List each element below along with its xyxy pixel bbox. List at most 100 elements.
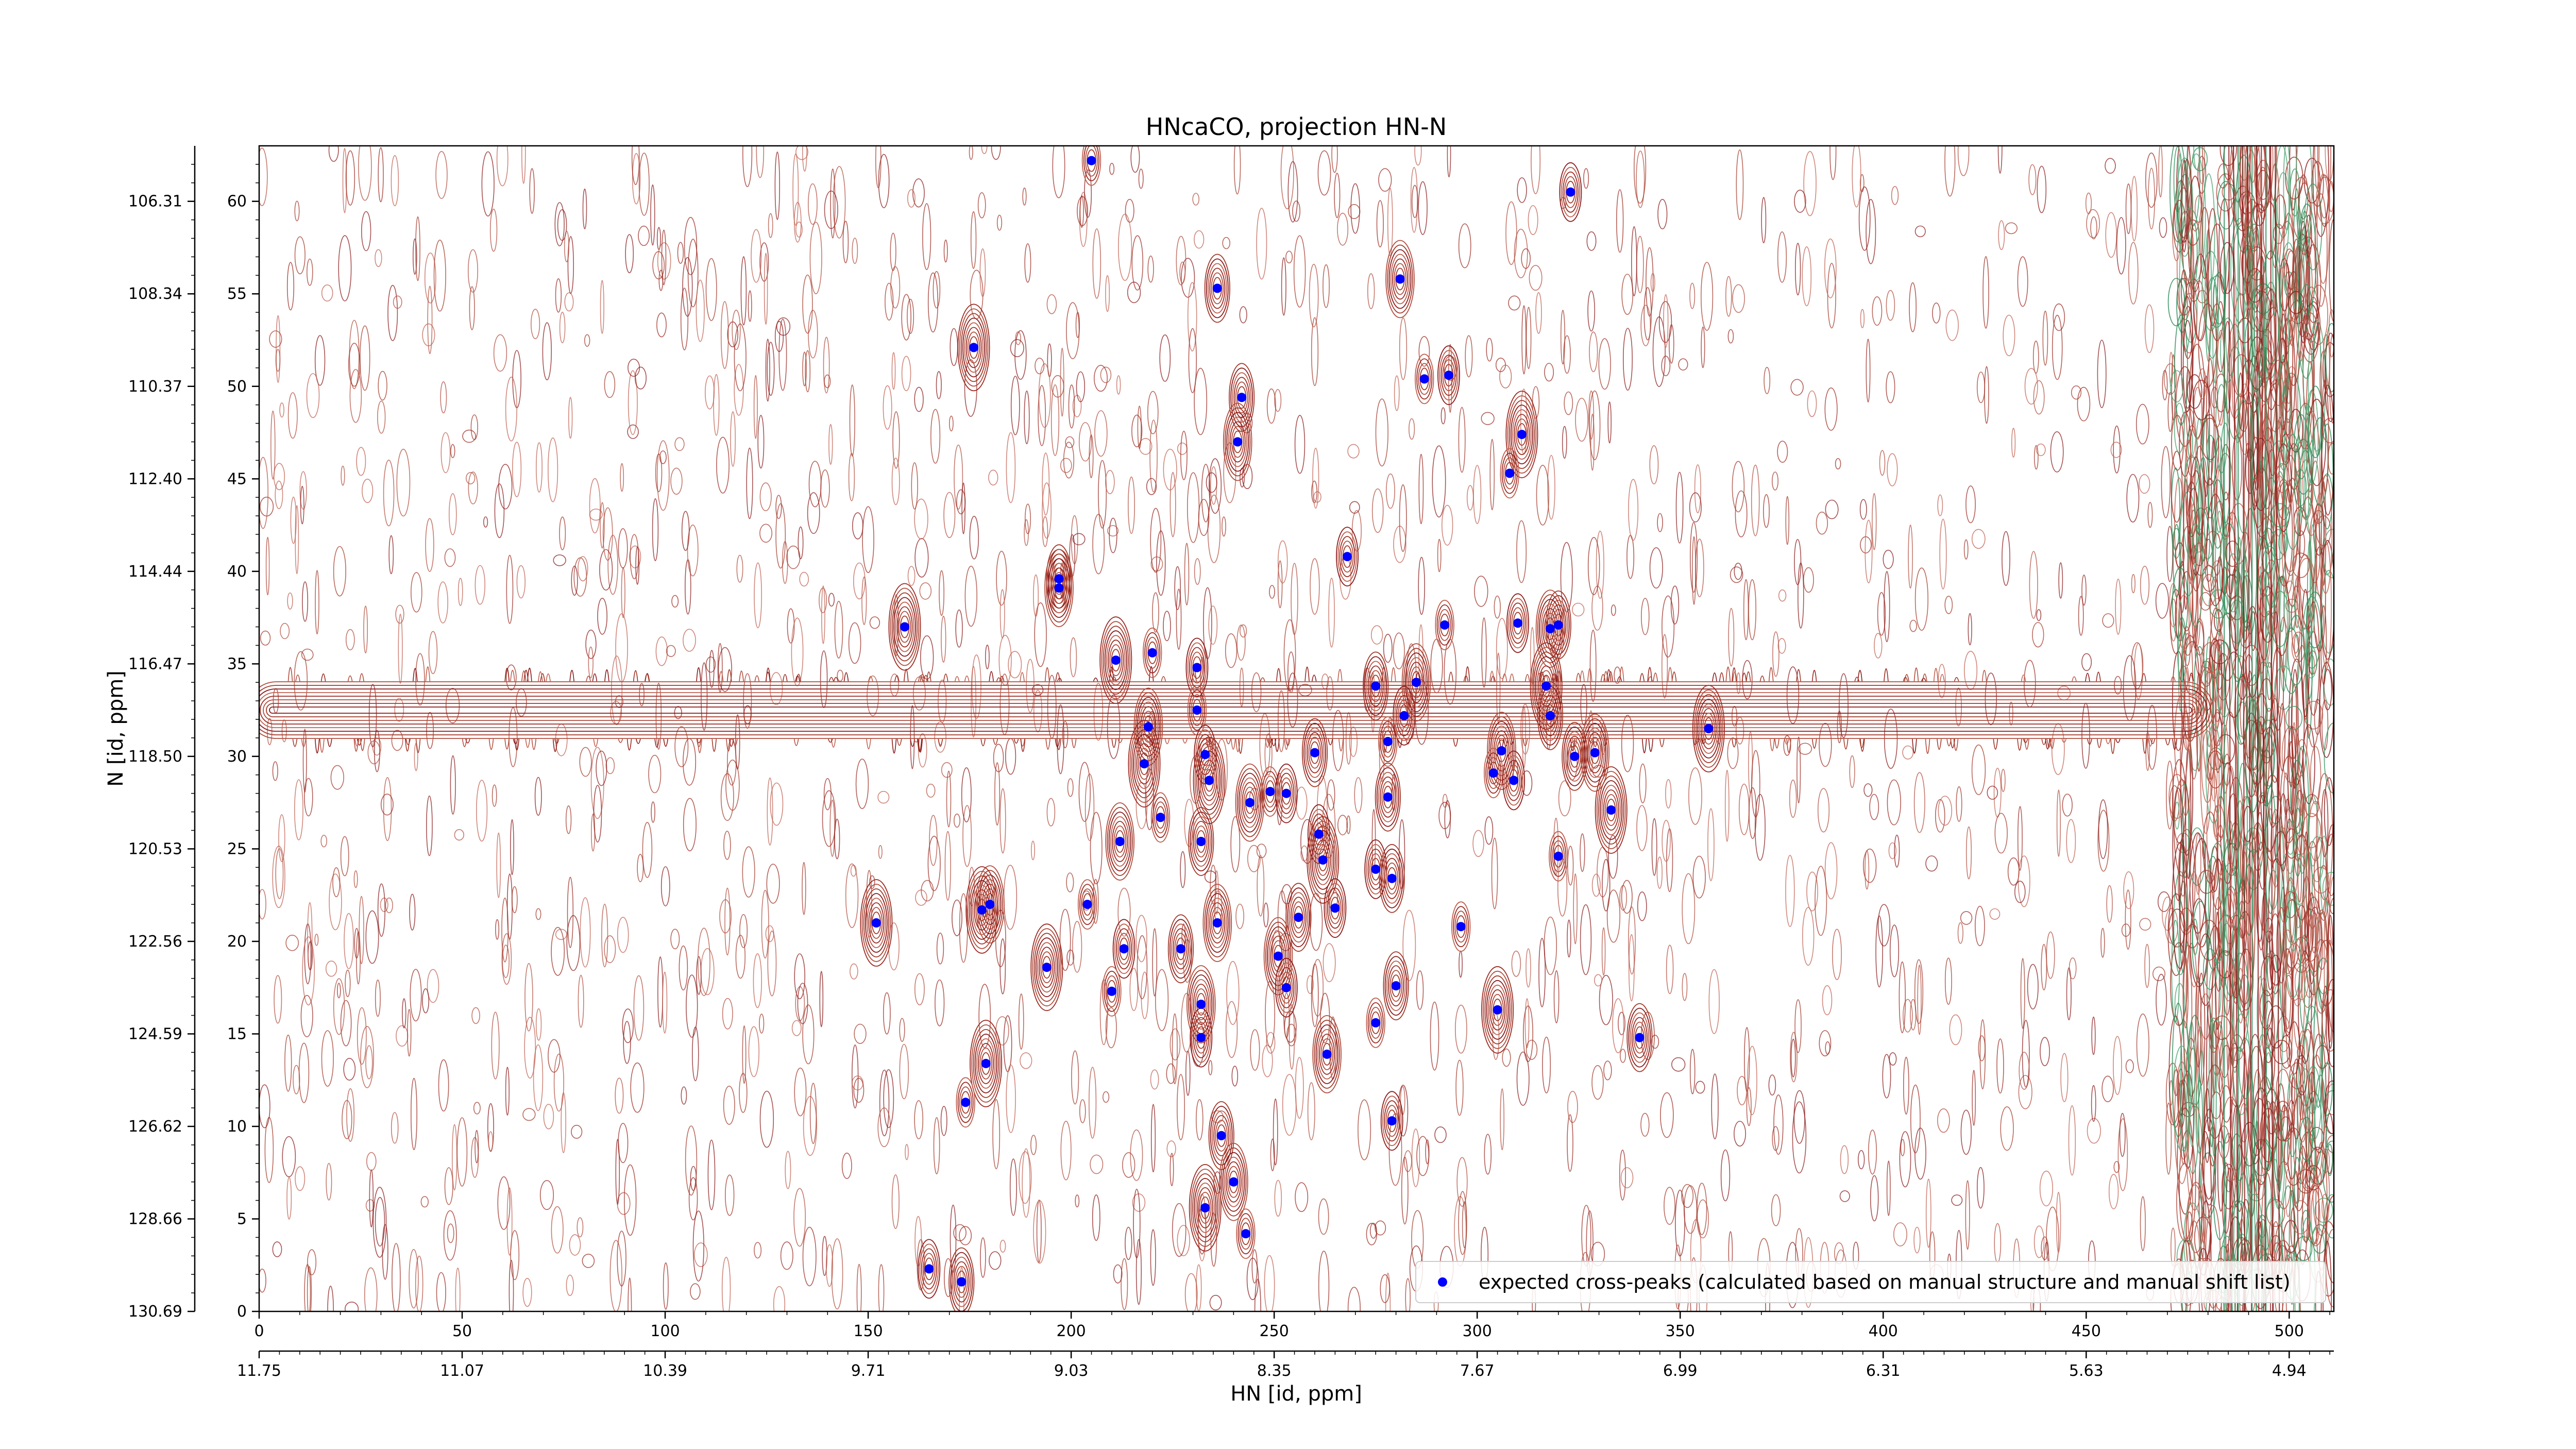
peak-marker-63 (1274, 951, 1283, 961)
y-index-tick-label-55: 55 (227, 285, 247, 303)
peak-marker-17 (1553, 620, 1563, 630)
peak-marker-45 (1156, 813, 1165, 822)
legend-marker (1438, 1277, 1447, 1287)
peak-marker-64 (1042, 963, 1052, 972)
peak-marker-29 (1704, 724, 1714, 733)
peak-marker-82 (957, 1277, 967, 1287)
x-ppm-tick-label-4.94: 4.94 (2272, 1362, 2307, 1380)
legend-box (1415, 1261, 2326, 1303)
y-ppm-tick-label-128.66: 128.66 (128, 1210, 182, 1228)
peak-marker-27 (1546, 711, 1555, 720)
peak-marker-21 (1192, 663, 1202, 672)
y-ppm-tick-label-110.37: 110.37 (128, 378, 182, 396)
peak-marker-51 (1371, 864, 1381, 874)
y-ppm-tick-label-122.56: 122.56 (128, 933, 182, 951)
peak-marker-26 (1399, 711, 1409, 720)
peak-marker-60 (1456, 922, 1466, 932)
x-index-tick-label-100: 100 (650, 1322, 680, 1340)
peak-marker-3 (1395, 274, 1405, 284)
y-ppm-tick-label-118.50: 118.50 (128, 748, 182, 766)
peak-marker-49 (1318, 855, 1328, 865)
y-ppm-tick-label-108.34: 108.34 (128, 285, 182, 303)
chart-title: HNcaCO, projection HN-N (1146, 113, 1447, 141)
peak-marker-6 (1444, 370, 1453, 380)
peak-marker-43 (1245, 798, 1255, 807)
x-ppm-tick-label-11.75: 11.75 (237, 1362, 281, 1380)
plot-frame (258, 145, 2335, 1312)
x-ppm-tick-label-6.31: 6.31 (1866, 1362, 1901, 1380)
x-ppm-tick-label-10.39: 10.39 (643, 1362, 687, 1380)
x-index-tick-label-200: 200 (1056, 1322, 1086, 1340)
y-ppm-tick-label-106.31: 106.31 (128, 193, 182, 211)
x-index-tick-label-400: 400 (1869, 1322, 1898, 1340)
peak-marker-30 (1383, 737, 1393, 747)
peak-marker-73 (1322, 1049, 1332, 1059)
peak-marker-66 (1281, 983, 1291, 992)
peak-marker-16 (1513, 618, 1522, 628)
x-index-tick-label-50: 50 (452, 1322, 472, 1340)
y-ppm-tick-label-114.44: 114.44 (128, 563, 182, 581)
y-ppm-tick-label-112.40: 112.40 (128, 470, 182, 488)
x-ppm-tick-label-5.63: 5.63 (2069, 1362, 2104, 1380)
y-ppm-axis: 130.69 128.66 126.62 124.59 122.56 120.53 118.… (128, 146, 196, 1321)
y-index-tick-label-50: 50 (227, 378, 247, 396)
peak-marker-11 (1343, 552, 1352, 562)
y-index-tick-label-45: 45 (227, 470, 247, 488)
peak-marker-18 (1546, 624, 1555, 634)
y-index-tick-label-5: 5 (237, 1210, 247, 1228)
peak-marker-80 (1241, 1229, 1250, 1239)
peak-marker-61 (1119, 944, 1129, 954)
peak-marker-25 (1192, 705, 1202, 715)
peak-marker-33 (1497, 746, 1506, 756)
peak-marker-8 (1233, 437, 1243, 447)
peak-marker-76 (1387, 1116, 1397, 1126)
peak-marker-20 (1147, 648, 1157, 658)
peak-marker-44 (1606, 805, 1616, 815)
x-index-tick-label-350: 350 (1666, 1322, 1695, 1340)
peak-marker-24 (1541, 681, 1551, 691)
y-index-tick-label-20: 20 (227, 933, 247, 951)
peak-marker-31 (1200, 750, 1210, 760)
x-index-tick-label-500: 500 (2275, 1322, 2304, 1340)
x-ppm-tick-label-7.67: 7.67 (1460, 1362, 1495, 1380)
peak-marker-78 (1229, 1177, 1239, 1187)
peak-marker-28 (1143, 722, 1153, 732)
peak-marker-65 (1107, 986, 1116, 996)
peak-marker-38 (1590, 748, 1600, 757)
y-index-tick-label-10: 10 (227, 1118, 247, 1136)
peak-marker-50 (1553, 851, 1563, 861)
peak-marker-74 (981, 1058, 991, 1068)
x-axis-label: HN [id, ppm] (1230, 1382, 1362, 1406)
y-ppm-tick-label-126.62: 126.62 (128, 1118, 182, 1136)
peak-marker-42 (1383, 792, 1393, 802)
peak-marker-32 (1310, 748, 1319, 757)
y-index-tick-label-0: 0 (237, 1303, 247, 1321)
peak-marker-52 (1387, 873, 1397, 883)
peak-marker-35 (1488, 768, 1498, 778)
x-ppm-tick-label-6.99: 6.99 (1663, 1362, 1698, 1380)
peak-marker-77 (1216, 1131, 1226, 1140)
peak-marker-68 (1196, 1000, 1206, 1009)
peak-markers (871, 156, 1714, 1287)
y-index-tick-label-25: 25 (227, 840, 247, 858)
peak-marker-1 (1566, 187, 1575, 197)
peak-marker-34 (1140, 759, 1149, 769)
y-ppm-tick-label-120.53: 120.53 (128, 840, 182, 858)
peak-marker-23 (1412, 678, 1421, 687)
y-index-tick-label-35: 35 (227, 655, 247, 673)
peak-marker-67 (1391, 981, 1401, 991)
y-ppm-tick-label-116.47: 116.47 (128, 655, 182, 673)
peak-marker-57 (1294, 913, 1303, 922)
peak-marker-40 (1265, 787, 1275, 797)
peak-marker-22 (1371, 681, 1381, 691)
peak-marker-4 (969, 343, 978, 352)
y-index-tick-label-40: 40 (227, 563, 247, 581)
peak-marker-12 (1054, 574, 1064, 584)
y-ppm-tick-label-130.69: 130.69 (128, 1303, 182, 1321)
peak-marker-69 (1493, 1005, 1502, 1015)
peak-marker-56 (1330, 903, 1340, 913)
y-ppm-tick-label-124.59: 124.59 (128, 1025, 182, 1043)
y-index-axis: 0 5 10 15 20 25 30 35 40 45 50 55 60 (227, 164, 259, 1321)
peak-marker-59 (871, 918, 881, 928)
